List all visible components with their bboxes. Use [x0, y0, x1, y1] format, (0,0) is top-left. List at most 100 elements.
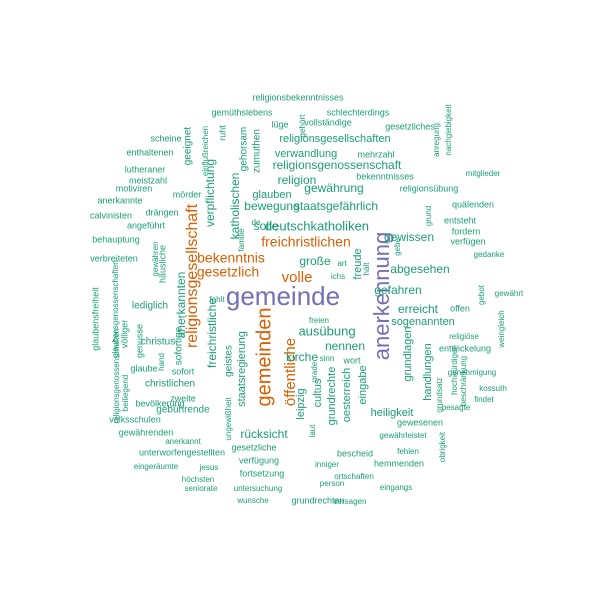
- cloud-word: religionsgesellschaft: [184, 203, 201, 348]
- cloud-word: gewährt: [495, 289, 524, 298]
- cloud-word: cultus: [312, 378, 324, 407]
- cloud-word: eingangs: [380, 483, 412, 492]
- cloud-word: öffentliche: [282, 338, 299, 406]
- cloud-word: religionsgenossenschaft: [273, 158, 402, 172]
- cloud-word: nachgiebigkeit: [444, 104, 453, 156]
- cloud-word: glaubensfreiheit: [90, 287, 100, 351]
- cloud-word: grundrechte: [326, 367, 338, 426]
- cloud-word: beiliegend: [121, 375, 130, 411]
- cloud-word: glauben: [252, 189, 291, 201]
- cloud-word: besagte: [442, 403, 471, 412]
- cloud-word: christus: [141, 337, 175, 348]
- cloud-word: gebot: [477, 284, 486, 305]
- cloud-word: beschränkung: [459, 356, 468, 406]
- cloud-word: gemeinden: [253, 308, 275, 407]
- cloud-word: findet: [474, 395, 494, 404]
- cloud-word: grund: [424, 206, 433, 226]
- cloud-word: fehlen: [397, 447, 419, 456]
- cloud-word: behauptung: [92, 234, 140, 244]
- cloud-word: anerkannten: [174, 272, 188, 339]
- cloud-word: geeignet: [183, 127, 194, 166]
- cloud-word: gewährung: [304, 181, 363, 195]
- cloud-word: religiöse: [449, 332, 479, 341]
- cloud-word: sogenannten: [391, 316, 455, 328]
- cloud-word: verfügung: [239, 455, 279, 465]
- cloud-word: enthaltenen: [126, 147, 173, 157]
- cloud-word: quälenden: [452, 199, 494, 209]
- cloud-word: freichristlichen: [261, 234, 350, 250]
- cloud-word: gesetzliche: [231, 442, 276, 452]
- cloud-word: hemmenden: [374, 458, 424, 468]
- cloud-word: rücksicht: [240, 427, 288, 441]
- cloud-word: gewähren: [151, 241, 160, 276]
- cloud-word: oesterreich: [341, 368, 353, 422]
- cloud-word: freude: [352, 248, 364, 279]
- cloud-word: gemeinde: [226, 281, 340, 311]
- cloud-word: gesetzlich: [197, 264, 259, 280]
- cloud-word: grundrechten: [291, 495, 344, 505]
- cloud-word: versagen: [334, 497, 367, 506]
- cloud-word: jesus: [199, 463, 219, 472]
- cloud-word: religionsübung: [400, 183, 459, 193]
- cloud-word: familie: [237, 228, 246, 252]
- cloud-word: lutheraner: [125, 164, 166, 174]
- cloud-word: abgesehen: [390, 262, 449, 276]
- cloud-word: hochwürdigen: [450, 345, 459, 395]
- cloud-word: person: [320, 479, 344, 488]
- cloud-word: anregung: [432, 123, 441, 157]
- cloud-word: wort: [342, 355, 361, 365]
- cloud-word: meistzahl: [129, 175, 167, 185]
- cloud-word: offen: [450, 303, 470, 313]
- cloud-word: gehorsam: [239, 127, 250, 171]
- cloud-word: bekenntnisses: [356, 171, 414, 181]
- cloud-word: mehrzahl: [357, 149, 394, 159]
- cloud-word: höchsten: [182, 475, 214, 484]
- cloud-word: glaube: [130, 363, 157, 373]
- cloud-word: leipzig: [295, 388, 307, 419]
- cloud-word: ruht: [217, 125, 227, 141]
- cloud-word: drängen: [145, 207, 178, 217]
- cloud-word: geistes: [224, 345, 235, 377]
- cloud-word: kossuth: [479, 384, 507, 393]
- cloud-word: religionsgenossenschaften: [112, 329, 121, 424]
- cloud-word: gewährenden: [119, 427, 174, 437]
- cloud-word: bewegung: [244, 199, 299, 213]
- cloud-word: untersuchung: [234, 484, 282, 493]
- cloud-word: heiligkeit: [371, 407, 414, 419]
- cloud-word: christlichen: [145, 379, 195, 390]
- cloud-word: glaubensgenossenschaften: [111, 260, 120, 357]
- cloud-word: katholischen: [228, 173, 242, 240]
- cloud-word: sofortige: [174, 326, 185, 365]
- cloud-word: nennen: [325, 339, 365, 353]
- cloud-word: entsteht: [444, 215, 477, 225]
- cloud-word: grade: [310, 361, 319, 382]
- cloud-word: kirche: [286, 350, 318, 364]
- cloud-word: gesetzliches: [385, 121, 435, 131]
- cloud-word: gefahren: [374, 283, 421, 297]
- cloud-word: deutschkatholiken: [265, 218, 369, 233]
- cloud-word: sofort: [172, 366, 195, 376]
- cloud-word: mitglieder: [466, 169, 501, 178]
- cloud-word: volle: [282, 269, 313, 286]
- cloud-word: bescheid: [337, 448, 373, 458]
- cloud-word: ungewißheit: [224, 397, 233, 441]
- cloud-word: hand: [157, 353, 166, 371]
- cloud-word: fortsetzung: [240, 468, 285, 478]
- cloud-word: inniger: [315, 460, 339, 469]
- cloud-word: völliger: [119, 320, 129, 349]
- cloud-word: religionsgesellschaften: [279, 133, 390, 145]
- cloud-word: eingeräumte: [134, 462, 179, 471]
- cloud-word: motiviren: [116, 183, 153, 193]
- cloud-word: große: [299, 254, 331, 268]
- cloud-word: wunsche: [236, 496, 269, 505]
- cloud-word: einflußreichen: [201, 126, 210, 176]
- cloud-word: fordern: [452, 226, 481, 236]
- cloud-word: grundlagen: [402, 326, 414, 381]
- cloud-word: gehört: [298, 114, 307, 137]
- cloud-word: gewährleistet: [379, 431, 427, 440]
- cloud-word: anerkennung: [369, 232, 394, 360]
- cloud-word: art: [337, 259, 347, 268]
- cloud-word: genehmigung: [448, 368, 496, 377]
- cloud-word: gebe: [393, 238, 402, 256]
- cloud-word: weingleich: [497, 310, 506, 348]
